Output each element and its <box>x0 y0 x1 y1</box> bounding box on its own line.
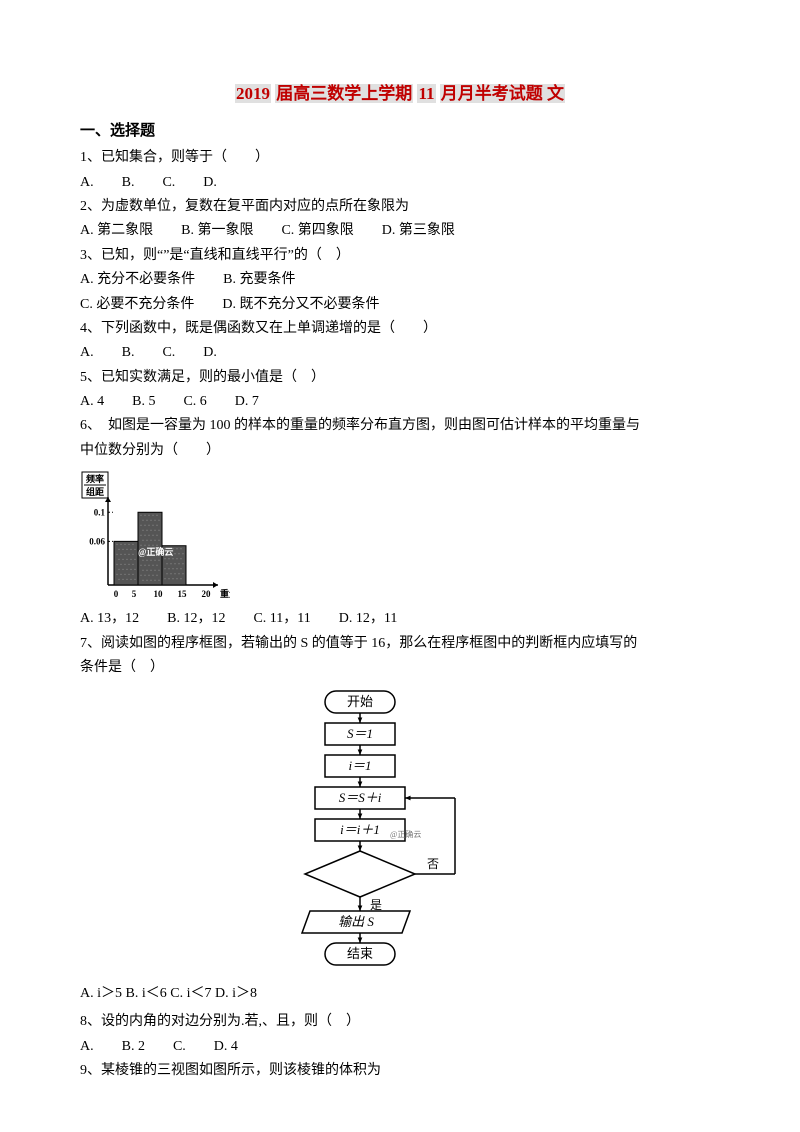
svg-text:@正确云: @正确云 <box>390 829 421 839</box>
svg-text:0.1: 0.1 <box>94 508 106 518</box>
section-heading: 一、选择题 <box>80 119 720 143</box>
question-1-options: A. B. C. D. <box>80 172 720 194</box>
svg-text:结束: 结束 <box>347 946 373 961</box>
question-4: 4、下列函数中，既是偶函数又在上单调递增的是（ ） <box>80 318 720 340</box>
svg-text:重量: 重量 <box>220 588 230 599</box>
svg-text:组距: 组距 <box>86 486 104 497</box>
svg-text:15: 15 <box>178 589 188 599</box>
title-part-month: 11 <box>417 84 435 103</box>
flowchart-row: A. i＞5 B. i＜6 C. i＜7 D. i＞8 开始 S＝1 i＝1 S＝S＋… <box>80 685 720 1005</box>
svg-text:20: 20 <box>202 589 212 599</box>
svg-text:0.06: 0.06 <box>89 537 105 547</box>
question-4-options: A. B. C. D. <box>80 342 720 364</box>
svg-text:0: 0 <box>114 589 119 599</box>
page-title: 2019 届高三数学上学期 11 月月半考试题 文 <box>80 80 720 107</box>
flowchart-svg: 开始 S＝1 i＝1 S＝S＋i i＝i＋1 @正确云否是输出 S 结束 <box>265 685 495 1005</box>
svg-text:频率: 频率 <box>86 473 104 484</box>
histogram-figure: 频率组距 0 5 10 15 20 重量 0.06 0.1 @正确云 <box>80 470 720 600</box>
question-3: 3、已知，则“”是“直线和直线平行”的（ ） <box>80 245 720 267</box>
question-5-options: A. 4 B. 5 C. 6 D. 7 <box>80 391 720 413</box>
question-6-line1: 6、 如图是一容量为 100 的样本的重量的频率分布直方图，则由图可估计样本的平… <box>80 415 720 437</box>
question-3-options-2: C. 必要不充分条件 D. 既不充分又不必要条件 <box>80 294 720 316</box>
svg-text:S＝1: S＝1 <box>347 726 373 741</box>
svg-text:是: 是 <box>370 898 382 912</box>
svg-text:i＝i＋1: i＝i＋1 <box>340 822 380 837</box>
question-9: 9、某棱锥的三视图如图所示，则该棱锥的体积为 <box>80 1060 720 1082</box>
svg-text:输出 S: 输出 S <box>338 914 374 929</box>
question-8: 8、设的内角的对边分别为.若,、且，则（ ） <box>80 1011 720 1033</box>
question-1: 1、已知集合，则等于（ ） <box>80 147 720 169</box>
histogram-svg: 频率组距 0 5 10 15 20 重量 0.06 0.1 @正确云 <box>80 470 230 600</box>
question-2-options: A. 第二象限 B. 第一象限 C. 第四象限 D. 第三象限 <box>80 220 720 242</box>
question-6-options: A. 13，12 B. 12，12 C. 11，11 D. 12，11 <box>80 608 720 630</box>
svg-text:@正确云: @正确云 <box>138 546 173 557</box>
svg-text:10: 10 <box>154 589 164 599</box>
question-3-options-1: A. 充分不必要条件 B. 充要条件 <box>80 269 720 291</box>
question-7-line1: 7、阅读如图的程序框图，若输出的 S 的值等于 16，那么在程序框图中的判断框内… <box>80 633 720 655</box>
question-5: 5、已知实数满足，则的最小值是（ ） <box>80 367 720 389</box>
svg-text:开始: 开始 <box>347 694 373 709</box>
svg-text:S＝S＋i: S＝S＋i <box>339 790 382 805</box>
title-part-2: 届高三数学上学期 <box>275 84 413 103</box>
title-part-year: 2019 <box>235 84 271 103</box>
svg-text:5: 5 <box>132 589 137 599</box>
question-7-line2: 条件是（ ） <box>80 657 720 679</box>
question-2: 2、为虚数单位，复数在复平面内对应的点所在象限为 <box>80 196 720 218</box>
svg-text:否: 否 <box>427 857 439 871</box>
question-8-options: A. B. 2 C. D. 4 <box>80 1036 720 1058</box>
title-part-4: 月月半考试题 文 <box>440 84 565 103</box>
question-7-options: A. i＞5 B. i＜6 C. i＜7 D. i＞8 <box>80 983 257 1005</box>
question-6-line2: 中位数分别为（ ） <box>80 440 720 462</box>
svg-text:i＝1: i＝1 <box>348 758 371 773</box>
